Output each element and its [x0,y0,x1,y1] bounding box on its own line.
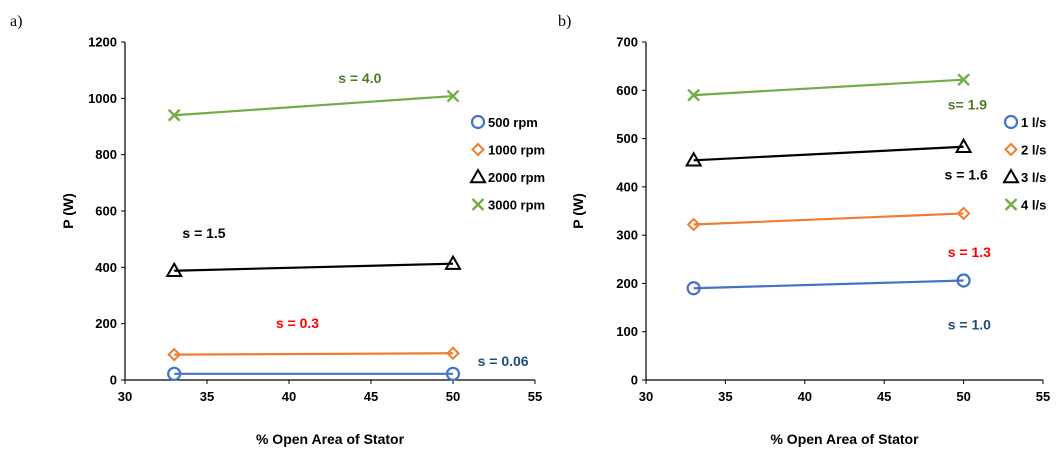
y-axis-title: P (W) [60,193,76,229]
legend-label: 4 l/s [1021,198,1046,213]
legend-marker [1004,198,1018,211]
data-point-marker [686,217,701,232]
y-axis-title: P (W) [570,193,586,229]
legend-marker [470,114,486,130]
slope-annotation: s = 1.6 [945,167,988,183]
legend-marker [471,198,485,211]
x-tick-label: 40 [798,389,812,404]
y-tick-label: 0 [110,373,117,388]
series-2-l-s [686,206,971,232]
slope-annotation: s = 4.0 [338,70,381,86]
data-point-marker-stroke-b [446,89,460,103]
panel-label: a) [10,13,22,30]
data-point-marker [686,281,701,296]
data-point-marker-stroke-b [957,73,970,87]
x-tick-label: 50 [446,389,460,404]
legend-label: 1000 rpm [488,143,545,158]
data-point-marker [167,347,182,362]
chart-a: a) 0 200 400 600 800 1000 1200 30 35 40 45 50 55 % Ope… [10,13,545,447]
y-tick-label: 1200 [88,35,117,50]
legend-marker-stroke-b [1004,198,1018,211]
data-point-marker [956,206,971,221]
y-tick-label: 800 [95,147,117,162]
x-tick-label: 55 [528,389,542,404]
legend-marker [1002,167,1020,184]
series-3000-rpm [167,89,460,122]
legend-label: 3000 rpm [488,198,545,213]
data-point-marker [684,151,703,167]
series-line [174,352,454,356]
chart-b: b) 0 100 200 300 400 500 600 700 30 35 40 45 50 55 % Op… [558,13,1050,447]
legend-marker [1003,114,1019,130]
legend-label: 2 l/s [1021,143,1046,158]
x-tick-label: 35 [718,389,732,404]
slope-annotation: s = 1.3 [948,244,991,260]
series-line [174,94,454,117]
x-tick-label: 55 [1036,389,1050,404]
y-tick-label: 700 [616,35,638,50]
data-point-marker [167,366,182,381]
y-tick-label: 400 [95,260,117,275]
x-tick-label: 35 [200,389,214,404]
series-4-l-s [687,73,970,102]
legend-label: 500 rpm [488,115,538,130]
y-tick-label: 0 [631,373,638,388]
series-500-rpm [167,366,461,381]
x-tick-label: 40 [282,389,296,404]
data-point-marker [446,89,460,103]
x-tick-label: 45 [364,389,378,404]
slope-annotation: s = 1.5 [182,225,225,241]
y-tick-label: 200 [95,316,117,331]
data-point-marker-stroke-b [687,88,700,102]
x-axis-title: % Open Area of Stator [770,431,919,447]
series-2000-rpm [165,254,462,277]
series-line [174,262,454,272]
series-1000-rpm [167,346,460,362]
data-point-marker [167,108,181,122]
x-tick-label: 30 [639,389,653,404]
y-tick-label: 1000 [88,91,117,106]
legend-marker [471,142,485,157]
y-tick-label: 300 [616,228,638,243]
series-line [693,78,964,97]
legend-label: 2000 rpm [488,170,545,185]
data-point-marker [954,137,973,154]
data-point-marker-stroke-b [167,108,181,122]
data-point-marker [687,88,700,102]
series-1-l-s [686,273,971,296]
x-axis-title: % Open Area of Stator [256,431,405,447]
series-line [693,279,964,290]
panel-label: b) [558,13,571,30]
legend-marker [1004,142,1018,157]
y-tick-label: 200 [616,276,638,291]
data-point-marker [446,346,460,361]
y-tick-label: 500 [616,131,638,146]
series-line [693,145,964,162]
slope-annotation: s= 1.9 [948,97,988,113]
data-point-marker [445,366,461,381]
slope-annotation: s = 0.3 [276,315,319,331]
x-tick-label: 30 [118,389,132,404]
y-tick-label: 100 [616,324,638,339]
series-line [693,212,964,226]
legend-label: 1 l/s [1021,115,1046,130]
x-tick-label: 50 [956,389,970,404]
x-tick-label: 45 [877,389,891,404]
y-tick-label: 400 [616,179,638,194]
legend-marker-stroke-b [471,198,485,211]
slope-annotation: s = 0.06 [478,353,529,369]
data-point-marker [165,261,183,277]
y-tick-label: 600 [616,83,638,98]
legend-marker [469,167,487,184]
data-point-marker [957,73,970,87]
data-point-marker [956,273,971,288]
y-tick-label: 600 [95,204,117,219]
slope-annotation: s = 1.0 [948,316,991,332]
series-3-l-s [684,137,973,167]
legend-label: 3 l/s [1021,170,1046,185]
data-point-marker [444,254,462,270]
